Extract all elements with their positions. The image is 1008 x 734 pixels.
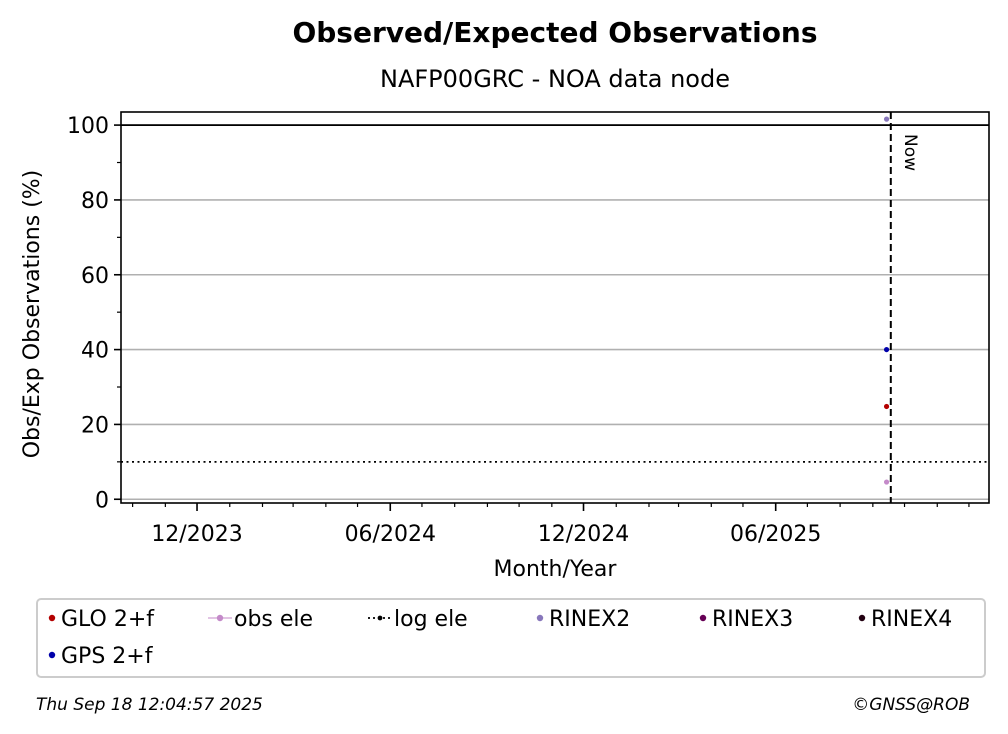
- plot-frame: [120, 111, 990, 504]
- x-tick-label: 12/2023: [151, 522, 242, 547]
- legend-marker: [536, 614, 544, 622]
- legend-entry: GPS 2+f: [48, 644, 154, 669]
- y-tick-label: 40: [81, 339, 109, 364]
- y-tick-label: 20: [81, 413, 109, 438]
- legend-marker: [377, 615, 383, 621]
- y-tick-label: 100: [67, 114, 109, 139]
- x-tick-label: 06/2024: [345, 522, 436, 547]
- legend-marker: [48, 651, 56, 659]
- legend-label: RINEX4: [871, 607, 952, 632]
- legend-label: obs ele: [234, 607, 313, 632]
- legend-marker: [216, 614, 224, 622]
- legend-items: GLO 2+f obs ele log ele RINEX2 RINEX3 RINEX4 G…: [48, 607, 952, 669]
- x-tick-label: 12/2024: [538, 522, 629, 547]
- y-tick-label: 0: [95, 488, 109, 513]
- data-point: [883, 479, 890, 485]
- legend-label: GPS 2+f: [61, 644, 154, 669]
- now-label: Now: [900, 134, 920, 171]
- data-point: [883, 116, 890, 122]
- x-axis-label: Month/Year: [494, 557, 618, 582]
- plot-background: [121, 112, 989, 503]
- legend-entry: RINEX4: [858, 607, 952, 632]
- legend-marker: [699, 614, 707, 622]
- legend-label: GLO 2+f: [61, 607, 155, 632]
- legend: GLO 2+f obs ele log ele RINEX2 RINEX3 RINEX4 G…: [36, 598, 986, 678]
- data-point: [883, 403, 890, 410]
- data-point: [883, 346, 890, 353]
- legend-entry: obs ele: [208, 607, 313, 632]
- legend-entry: GLO 2+f: [48, 607, 155, 632]
- y-tick-label: 60: [81, 264, 109, 289]
- x-axis-ticks: 12/2023 06/2024 12/2024 06/2025: [132, 503, 970, 547]
- legend-label: log ele: [394, 607, 468, 632]
- footer-timestamp: Thu Sep 18 12:04:57 2025: [36, 695, 263, 715]
- y-axis-ticks: 0 20 40 60 80 100: [67, 114, 121, 513]
- legend-entry: RINEX3: [699, 607, 793, 632]
- legend-entry: log ele: [368, 607, 468, 632]
- y-axis-label: Obs/Exp Observations (%): [20, 170, 45, 459]
- chart-subtitle: NAFP00GRC - NOA data node: [380, 65, 730, 93]
- legend-marker: [858, 614, 866, 622]
- plot-area: Now 0 20 40 60 80 100 12/2023 06/2024 12/2024 06…: [67, 111, 990, 547]
- legend-label: RINEX3: [712, 607, 793, 632]
- reference-lines: Now: [121, 112, 989, 503]
- legend-label: RINEX2: [549, 607, 630, 632]
- footer-credit: ©GNSS@ROB: [852, 695, 970, 715]
- data-points: [883, 116, 890, 485]
- legend-marker: [48, 614, 56, 622]
- chart-title: Observed/Expected Observations: [292, 16, 817, 49]
- x-tick-label: 06/2025: [730, 522, 821, 547]
- y-tick-label: 80: [81, 189, 109, 214]
- legend-entry: RINEX2: [536, 607, 630, 632]
- legend-box: [36, 598, 986, 678]
